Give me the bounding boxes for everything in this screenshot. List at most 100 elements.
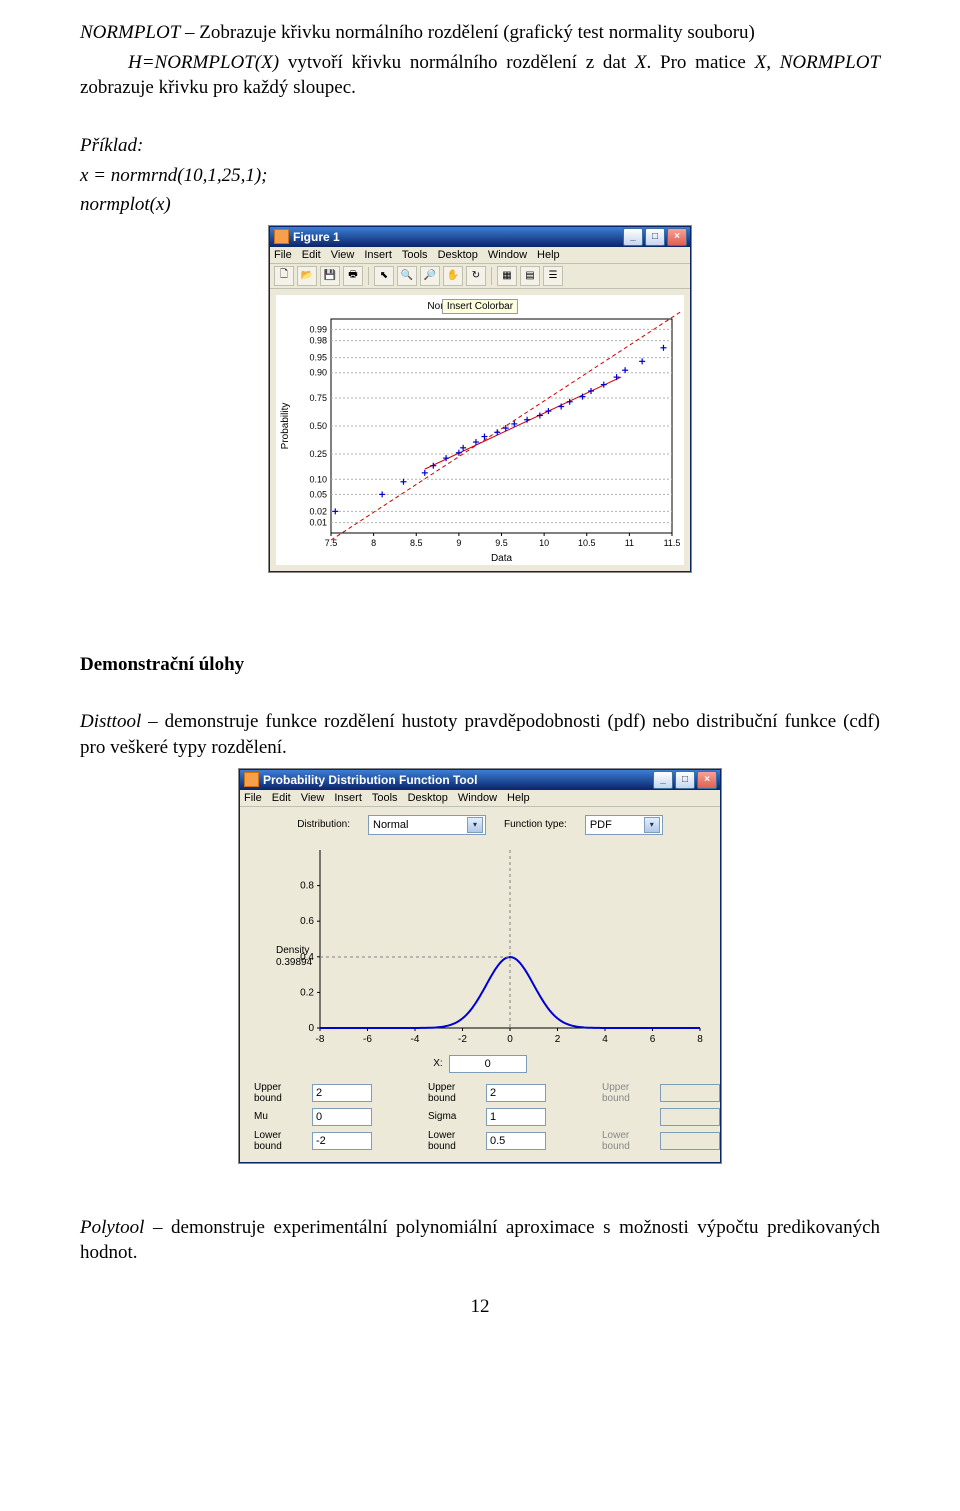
- open-icon[interactable]: 📂: [297, 266, 317, 286]
- minimize-button[interactable]: _: [653, 771, 673, 789]
- lower-bound-3-input: [660, 1132, 720, 1150]
- svg-text:0.50: 0.50: [309, 421, 327, 431]
- figure1-menubar[interactable]: File Edit View Insert Tools Desktop Window Help: [270, 247, 690, 264]
- lower-bound-sigma-input[interactable]: 0.5: [486, 1132, 546, 1150]
- print-icon[interactable]: 🖶: [343, 266, 363, 286]
- upper-bound-mu-label: Upper bound: [254, 1082, 304, 1104]
- svg-text:0: 0: [308, 1023, 314, 1034]
- sigma-label: Sigma: [428, 1111, 478, 1122]
- svg-text:0.8: 0.8: [300, 880, 314, 891]
- function-type-select[interactable]: PDF▾: [585, 815, 663, 835]
- svg-text:10.5: 10.5: [578, 538, 596, 548]
- colorbar-icon[interactable]: ▤: [520, 266, 540, 286]
- function-type-label: Function type:: [504, 819, 567, 830]
- figure1-toolbar[interactable]: 🗋 📂 💾 🖶 ⬉ 🔍 🔎 ✋ ↻ ▦ ▤ ☰: [270, 264, 690, 289]
- minimize-button[interactable]: _: [623, 228, 643, 246]
- figure1-title: Figure 1: [293, 230, 340, 244]
- disttool-para: Disttool – demonstruje funkce rozdělení …: [80, 709, 880, 760]
- svg-text:Probability: Probability: [280, 402, 291, 449]
- svg-text:9.5: 9.5: [495, 538, 508, 548]
- disttool-menubar[interactable]: File Edit View Insert Tools Desktop Window Help: [240, 790, 720, 807]
- lower-bound-mu-label: Lower bound: [254, 1130, 304, 1152]
- disttool-controls: Distribution: Normal▾ Function type: PDF…: [240, 807, 720, 838]
- svg-text:8: 8: [697, 1034, 703, 1045]
- svg-text:0.39894: 0.39894: [276, 957, 313, 968]
- svg-text:0.25: 0.25: [309, 449, 327, 459]
- menu-view[interactable]: View: [331, 249, 355, 261]
- x-input[interactable]: 0: [449, 1055, 527, 1073]
- svg-text:11.5: 11.5: [664, 538, 681, 548]
- legend-icon[interactable]: ☰: [543, 266, 563, 286]
- disttool-titlebar[interactable]: Probability Distribution Function Tool _…: [240, 770, 720, 790]
- menu-tools[interactable]: Tools: [372, 792, 398, 804]
- upper-bound-3-input: [660, 1084, 720, 1102]
- svg-text:0.99: 0.99: [309, 324, 327, 334]
- figure1-canvas: Insert Colorbar Normal0.010.020.050.100.…: [276, 295, 684, 565]
- datacursor-icon[interactable]: ▦: [497, 266, 517, 286]
- close-button[interactable]: ×: [697, 771, 717, 789]
- example-label: Příklad:: [80, 133, 880, 159]
- svg-text:10: 10: [539, 538, 549, 548]
- menu-window[interactable]: Window: [458, 792, 497, 804]
- para-normplot: NORMPLOT – Zobrazuje křivku normálního r…: [80, 20, 880, 46]
- svg-text:11: 11: [625, 538, 634, 548]
- sigma-input[interactable]: 1: [486, 1108, 546, 1126]
- svg-text:0.01: 0.01: [309, 518, 327, 528]
- menu-file[interactable]: File: [274, 249, 292, 261]
- example-line1: x = normrnd(10,1,25,1);: [80, 163, 880, 189]
- svg-text:Density: Density: [276, 945, 309, 956]
- svg-text:0.90: 0.90: [309, 368, 327, 378]
- chevron-down-icon: ▾: [467, 817, 483, 833]
- menu-view[interactable]: View: [301, 792, 325, 804]
- upper-bound-sigma-label: Upper bound: [428, 1082, 478, 1104]
- menu-help[interactable]: Help: [507, 792, 530, 804]
- svg-text:8: 8: [371, 538, 376, 548]
- menu-file[interactable]: File: [244, 792, 262, 804]
- mu-input[interactable]: 0: [312, 1108, 372, 1126]
- disttool-title: Probability Distribution Function Tool: [263, 773, 477, 787]
- distribution-select[interactable]: Normal▾: [368, 815, 486, 835]
- rotate-icon[interactable]: ↻: [466, 266, 486, 286]
- upper-bound-mu-input[interactable]: 2: [312, 1084, 372, 1102]
- tooltip-insert-colorbar: Insert Colorbar: [442, 299, 518, 314]
- menu-window[interactable]: Window: [488, 249, 527, 261]
- upper-bound-sigma-input[interactable]: 2: [486, 1084, 546, 1102]
- close-button[interactable]: ×: [667, 228, 687, 246]
- svg-text:9: 9: [456, 538, 461, 548]
- lower-bound-sigma-label: Lower bound: [428, 1130, 478, 1152]
- svg-text:-6: -6: [363, 1034, 372, 1045]
- zoomin-icon[interactable]: 🔍: [397, 266, 417, 286]
- lower-bound-3-label: Lower bound: [602, 1130, 652, 1152]
- svg-text:0.05: 0.05: [309, 489, 327, 499]
- figure1-titlebar[interactable]: Figure 1 _ □ ×: [270, 227, 690, 247]
- distribution-label: Distribution:: [297, 819, 350, 830]
- menu-insert[interactable]: Insert: [334, 792, 362, 804]
- svg-text:Data: Data: [491, 553, 513, 564]
- svg-text:0.95: 0.95: [309, 352, 327, 362]
- menu-desktop[interactable]: Desktop: [408, 792, 448, 804]
- svg-text:0.75: 0.75: [309, 393, 327, 403]
- menu-edit[interactable]: Edit: [302, 249, 321, 261]
- pointer-icon[interactable]: ⬉: [374, 266, 394, 286]
- mu-label: Mu: [254, 1111, 304, 1122]
- save-icon[interactable]: 💾: [320, 266, 340, 286]
- menu-desktop[interactable]: Desktop: [438, 249, 478, 261]
- svg-text:0.98: 0.98: [309, 335, 327, 345]
- chevron-down-icon: ▾: [644, 817, 660, 833]
- menu-tools[interactable]: Tools: [402, 249, 428, 261]
- maximize-button[interactable]: □: [645, 228, 665, 246]
- pan-icon[interactable]: ✋: [443, 266, 463, 286]
- lower-bound-mu-input[interactable]: -2: [312, 1132, 372, 1150]
- zoomout-icon[interactable]: 🔎: [420, 266, 440, 286]
- new-icon[interactable]: 🗋: [274, 266, 294, 286]
- menu-edit[interactable]: Edit: [272, 792, 291, 804]
- maximize-button[interactable]: □: [675, 771, 695, 789]
- menu-help[interactable]: Help: [537, 249, 560, 261]
- svg-text:-2: -2: [458, 1034, 467, 1045]
- svg-text:4: 4: [602, 1034, 608, 1045]
- svg-text:-8: -8: [316, 1034, 325, 1045]
- menu-insert[interactable]: Insert: [364, 249, 392, 261]
- para-normplot-usage: H=NORMPLOT(X) vytvoří křivku normálního …: [80, 50, 880, 101]
- svg-text:-4: -4: [411, 1034, 420, 1045]
- demo-heading: Demonstrační úlohy: [80, 652, 880, 678]
